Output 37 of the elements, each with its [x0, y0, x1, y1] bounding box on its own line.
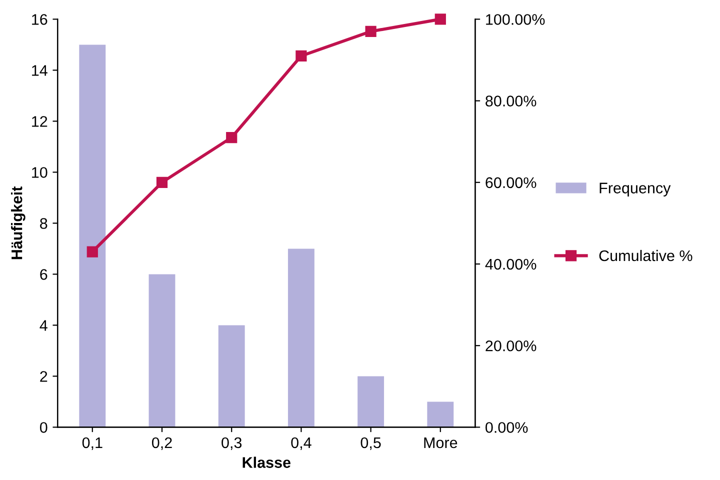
y-tick-label: 6	[40, 269, 48, 280]
point	[434, 14, 446, 25]
legend-label: Frequency	[600, 182, 671, 196]
x-tick-label: 0,1	[82, 437, 102, 450]
x-tick-label: 0,2	[152, 437, 172, 450]
y2-tick-label: 100.00%	[486, 14, 545, 25]
y-tick-label: 4	[40, 320, 48, 331]
legend-label: Cumulative %	[599, 250, 692, 262]
point	[226, 132, 238, 144]
x-tick-label: 0,4	[291, 437, 312, 450]
y-tick-label: 16	[32, 14, 48, 25]
y-tick-label: 12	[32, 116, 48, 127]
y-tick-label: 8	[40, 218, 48, 229]
bar	[148, 274, 176, 428]
x-tick-label: 0,3	[222, 437, 242, 450]
y-tick-label: 2	[40, 371, 48, 382]
y2-tick-label: 20.00%	[486, 340, 536, 352]
y2-tick-label: 0.00%	[486, 422, 528, 433]
y-tick-label: 0	[40, 422, 48, 433]
y2-tick-label: 80.00%	[486, 96, 536, 106]
bar	[288, 248, 314, 428]
point	[156, 176, 168, 188]
x-tick-label: 0,5	[360, 437, 381, 450]
y-axis-title: Häufigkeit	[11, 186, 26, 260]
y-tick-label: 10	[32, 167, 48, 178]
point	[296, 50, 307, 62]
bar	[427, 402, 454, 428]
point	[365, 26, 376, 37]
bar	[218, 325, 245, 428]
point	[86, 246, 98, 258]
y-tick-label: 14	[32, 65, 48, 76]
y2-tick-label: 60.00%	[486, 177, 536, 188]
y2-tick-label: 40.00%	[485, 258, 536, 270]
x-axis-title: Klasse	[242, 456, 291, 468]
bar	[79, 44, 106, 428]
x-tick-label: More	[424, 437, 458, 448]
bar	[358, 376, 384, 428]
